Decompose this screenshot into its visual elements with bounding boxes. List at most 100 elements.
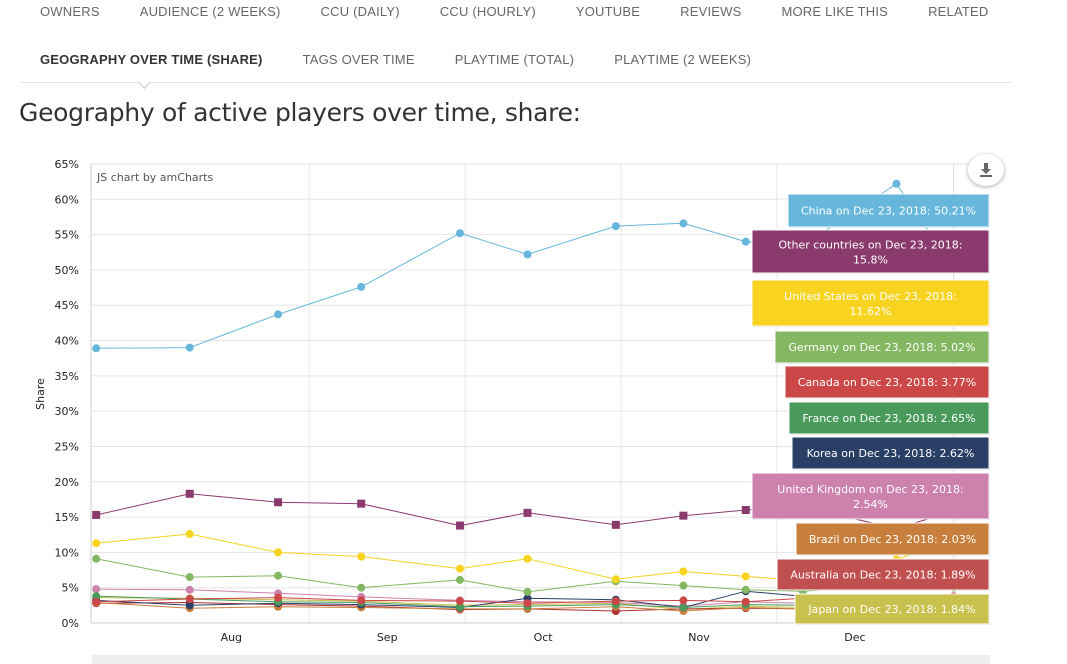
data-point-germany[interactable] [741,585,750,594]
tooltip-box [774,330,990,364]
tooltip-text: Germany on Dec 23, 2018: 5.02% [788,341,975,354]
tooltip-box [788,401,990,435]
data-point-other-countries[interactable] [741,506,750,515]
data-point-united-kingdom[interactable] [92,585,101,594]
data-point-united-states[interactable] [274,548,283,557]
chart-tooltips: China on Dec 23, 2018: 50.21% Other count… [751,193,990,625]
data-point-germany[interactable] [357,583,366,592]
tabs-row-2: GEOGRAPHY OVER TIME (SHARE) TAGS OVER TIM… [20,49,771,71]
tooltip-7: United Kingdom on Dec 23, 2018: 2.54% [751,472,990,520]
data-point-canada[interactable] [679,596,688,605]
data-point-china[interactable] [741,237,750,246]
data-point-germany[interactable] [679,581,688,590]
tooltip-text: France on Dec 23, 2018: 2.65% [802,412,975,425]
x-tick-label: Dec [844,631,865,644]
data-point-other-countries[interactable] [185,489,194,498]
section-title: Geography of active players over time, s… [19,98,581,127]
data-point-france[interactable] [92,592,101,601]
data-point-united-states[interactable] [357,552,366,561]
data-point-canada[interactable] [274,593,283,602]
data-point-china[interactable] [892,179,901,188]
data-point-canada[interactable] [92,597,101,606]
data-point-united-kingdom[interactable] [185,585,194,594]
data-point-china[interactable] [357,282,366,291]
data-point-united-states[interactable] [679,567,688,576]
data-point-canada[interactable] [741,597,750,606]
data-point-canada[interactable] [357,596,366,605]
data-point-china[interactable] [92,344,101,353]
tooltip-box [795,522,990,556]
data-point-china[interactable] [185,343,194,352]
chart-scrollbar[interactable] [92,655,990,664]
tooltip-4: Canada on Dec 23, 2018: 3.77% [784,365,990,399]
tabs-divider [20,82,1012,83]
data-point-china[interactable] [455,229,464,238]
tab-audience-2-weeks[interactable]: AUDIENCE (2 WEEKS) [139,4,281,19]
tooltip-text: China on Dec 23, 2018: 50.21% [801,205,976,218]
tab-youtube[interactable]: YOUTUBE [575,4,641,19]
tab-reviews[interactable]: REVIEWS [680,4,742,19]
y-axis-title: Share [34,378,47,410]
tab-tags-over-time[interactable]: TAGS OVER TIME [302,52,415,67]
data-point-united-states[interactable] [455,564,464,573]
download-icon [980,163,992,177]
tooltip-text: Australia on Dec 23, 2018: 1.89% [790,569,975,582]
tab-more-like-this[interactable]: MORE LIKE THIS [781,4,889,19]
tab-ccu-daily[interactable]: CCU (DAILY) [320,4,400,19]
tooltip-box [791,436,990,470]
data-point-korea[interactable] [185,601,194,610]
y-tick-label: 35% [55,370,79,383]
export-menu-button[interactable] [968,154,1004,186]
tooltip-10: Japan on Dec 23, 2018: 1.84% [794,593,990,625]
tooltip-box [784,365,990,399]
data-point-other-countries[interactable] [92,510,101,519]
data-point-germany[interactable] [92,554,101,563]
tab-ccu-hourly[interactable]: CCU (HOURLY) [439,4,536,19]
tooltip-9: Australia on Dec 23, 2018: 1.89% [776,558,990,591]
tooltip-box [787,193,990,228]
data-point-other-countries[interactable] [679,511,688,520]
data-point-other-countries[interactable] [274,498,283,507]
data-point-other-countries[interactable] [455,521,464,530]
data-point-canada[interactable] [611,597,620,606]
y-tick-label: 30% [55,405,79,418]
x-tick-label: Nov [688,631,710,644]
tab-geography-over-time-share[interactable]: GEOGRAPHY OVER TIME (SHARE) [40,52,263,67]
data-point-france[interactable] [679,603,688,612]
tooltip-box [751,472,990,520]
tooltip-box [751,279,990,327]
data-point-germany[interactable] [523,587,532,596]
tab-related[interactable]: RELATED [928,4,989,19]
tooltip-5: France on Dec 23, 2018: 2.65% [788,401,990,435]
data-point-other-countries[interactable] [357,499,366,508]
data-point-united-states[interactable] [523,554,532,563]
tooltip-text: United Kingdom on Dec 23, 2018: 2.54% [777,483,963,511]
data-point-canada[interactable] [523,599,532,608]
data-point-canada[interactable] [185,594,194,603]
y-tick-label: 50% [55,264,79,277]
data-point-united-states[interactable] [741,572,750,581]
data-point-china[interactable] [611,222,620,231]
data-point-other-countries[interactable] [523,508,532,517]
data-point-united-states[interactable] [92,539,101,548]
tabs-row-1: OWNERS AUDIENCE (2 WEEKS) CCU (DAILY) CCU (… [20,1,1008,23]
tooltip-text: Other countries on Dec 23, 2018: 15.8% [778,239,962,267]
data-point-canada[interactable] [455,597,464,606]
chart-credit[interactable]: JS chart by amCharts [96,171,213,184]
data-point-china[interactable] [523,250,532,259]
data-point-china[interactable] [274,310,283,319]
y-tick-label: 60% [55,193,79,206]
tab-playtime-2-weeks[interactable]: PLAYTIME (2 WEEKS) [614,52,752,67]
data-point-germany[interactable] [455,575,464,584]
data-point-france[interactable] [455,602,464,611]
data-point-china[interactable] [679,219,688,228]
data-point-germany[interactable] [274,571,283,580]
tooltip-0: China on Dec 23, 2018: 50.21% [787,193,990,228]
data-point-germany[interactable] [185,573,194,582]
data-point-united-states[interactable] [185,530,194,539]
tooltip-text: Japan on Dec 23, 2018: 1.84% [807,603,975,616]
tab-playtime-total[interactable]: PLAYTIME (TOTAL) [454,52,575,67]
tab-owners[interactable]: OWNERS [40,4,100,19]
data-point-united-states[interactable] [611,575,620,584]
data-point-other-countries[interactable] [611,520,620,529]
